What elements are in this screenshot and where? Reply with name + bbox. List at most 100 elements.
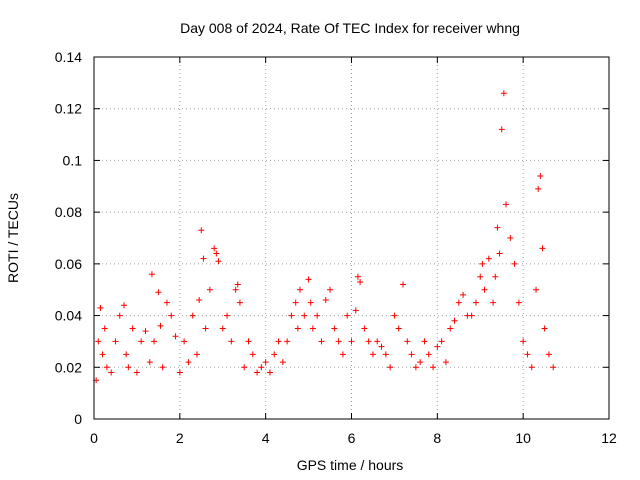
data-point <box>301 312 308 319</box>
data-point <box>297 286 303 293</box>
x-tick-label: 12 <box>601 430 617 446</box>
x-tick-label: 6 <box>348 430 356 446</box>
data-point <box>408 351 415 358</box>
y-tick-label: 0.04 <box>55 308 82 324</box>
data-point <box>451 317 458 324</box>
data-point <box>535 185 542 192</box>
grid-lines <box>94 57 609 419</box>
data-point <box>224 312 231 319</box>
data-point <box>374 338 381 345</box>
data-point <box>494 224 501 231</box>
data-point <box>219 325 226 332</box>
y-tick-label: 0.12 <box>55 101 82 117</box>
data-point <box>206 286 213 293</box>
data-point <box>537 172 544 179</box>
data-point <box>539 245 546 252</box>
data-point <box>545 351 552 358</box>
data-point <box>121 302 128 309</box>
data-point <box>322 297 329 304</box>
data-point <box>236 299 243 306</box>
data-point <box>181 338 188 345</box>
data-point <box>103 364 110 371</box>
data-point <box>288 312 295 319</box>
data-point <box>101 325 108 332</box>
data-point <box>412 364 419 371</box>
data-point <box>125 364 132 371</box>
data-point <box>305 276 312 283</box>
data-point <box>284 338 291 345</box>
data-point <box>97 304 104 311</box>
data-point <box>241 364 248 371</box>
data-point <box>541 325 548 332</box>
data-point <box>249 351 256 358</box>
data-point <box>447 325 454 332</box>
data-point <box>159 364 166 371</box>
y-tick-label: 0.06 <box>55 256 82 272</box>
data-point <box>157 322 164 329</box>
data-point <box>442 359 449 366</box>
data-points <box>93 90 557 384</box>
data-point <box>387 364 394 371</box>
data-point <box>196 297 203 304</box>
data-point <box>262 359 269 366</box>
y-tick-label: 0.14 <box>55 49 82 65</box>
data-point <box>528 364 535 371</box>
y-tick-label: 0.08 <box>55 204 82 220</box>
data-point <box>507 235 514 241</box>
chart-title: Day 008 of 2024, Rate Of TEC Index for r… <box>180 20 520 36</box>
data-point <box>485 255 492 262</box>
data-point <box>361 325 368 332</box>
data-point <box>382 351 389 358</box>
data-point <box>213 250 220 257</box>
data-point <box>129 325 136 332</box>
data-point <box>163 299 170 306</box>
data-point <box>500 90 507 97</box>
data-point <box>234 281 241 288</box>
data-point <box>515 299 522 306</box>
data-point <box>99 351 106 358</box>
data-point <box>318 338 325 345</box>
data-point <box>503 201 509 208</box>
data-point <box>194 351 200 358</box>
data-point <box>254 369 261 376</box>
data-point <box>434 343 441 350</box>
y-tick-label: 0.02 <box>55 359 82 375</box>
data-point <box>211 245 218 252</box>
data-point <box>421 338 428 345</box>
data-point <box>468 312 475 319</box>
x-tick-label: 2 <box>176 430 184 446</box>
data-point <box>142 328 149 335</box>
data-point <box>400 281 406 288</box>
data-point <box>496 250 503 257</box>
data-point <box>391 312 398 319</box>
data-point <box>123 351 130 358</box>
data-point <box>395 325 402 332</box>
data-point <box>533 286 540 293</box>
data-point <box>357 278 364 285</box>
data-point <box>294 325 301 332</box>
data-point <box>133 369 140 376</box>
data-point <box>200 255 207 262</box>
data-point <box>490 299 497 306</box>
axis-ticks: 0 2 4 6 8 10 12 0 0.02 0.04 0.06 0.08 0.1 0.12 0.14 <box>55 49 617 446</box>
data-point <box>112 338 119 345</box>
data-point <box>327 286 334 293</box>
data-point <box>369 351 376 358</box>
data-point <box>189 312 196 319</box>
data-point <box>524 351 531 358</box>
x-tick-label: 4 <box>262 430 270 446</box>
data-point <box>492 273 499 280</box>
data-point <box>348 338 355 345</box>
data-point <box>550 364 557 371</box>
x-tick-label: 10 <box>515 430 531 446</box>
data-point <box>331 325 338 332</box>
data-point <box>168 312 175 319</box>
data-point <box>198 227 205 234</box>
data-point <box>155 289 162 296</box>
data-point <box>477 273 484 280</box>
data-point <box>172 333 179 340</box>
data-point <box>378 343 385 350</box>
y-tick-label: 0 <box>74 411 82 427</box>
data-point <box>258 364 265 371</box>
